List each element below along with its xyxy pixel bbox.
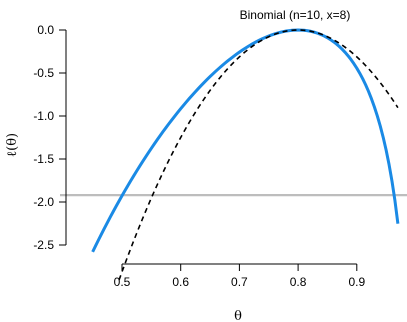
y-tick-label: -2.5 <box>33 238 54 252</box>
y-axis-title: ℓ(θ) <box>5 133 20 157</box>
x-tick-label: 0.5 <box>114 275 131 289</box>
quadratic-series-line <box>118 29 399 281</box>
y-axis: 0.0 -0.5 -1.0 -1.5 -2.0 -2.5 <box>33 23 67 252</box>
loglik-series-line <box>91 28 400 253</box>
y-tick-label: -1.0 <box>33 109 54 123</box>
y-tick-label: -2.0 <box>33 195 54 209</box>
chart-title: Binomial (n=10, x=8) <box>240 8 351 22</box>
y-tick-label: -1.5 <box>33 152 54 166</box>
x-axis-title: θ <box>234 309 242 322</box>
y-tick-label: 0.0 <box>37 23 54 37</box>
x-tick-label: 0.8 <box>290 275 307 289</box>
plot-area <box>60 28 407 281</box>
x-axis: 0.5 0.6 0.7 0.8 0.9 <box>114 263 365 289</box>
y-tick-label: -0.5 <box>33 66 54 80</box>
x-tick-label: 0.9 <box>348 275 365 289</box>
x-tick-label: 0.6 <box>172 275 189 289</box>
x-tick-label: 0.7 <box>231 275 248 289</box>
